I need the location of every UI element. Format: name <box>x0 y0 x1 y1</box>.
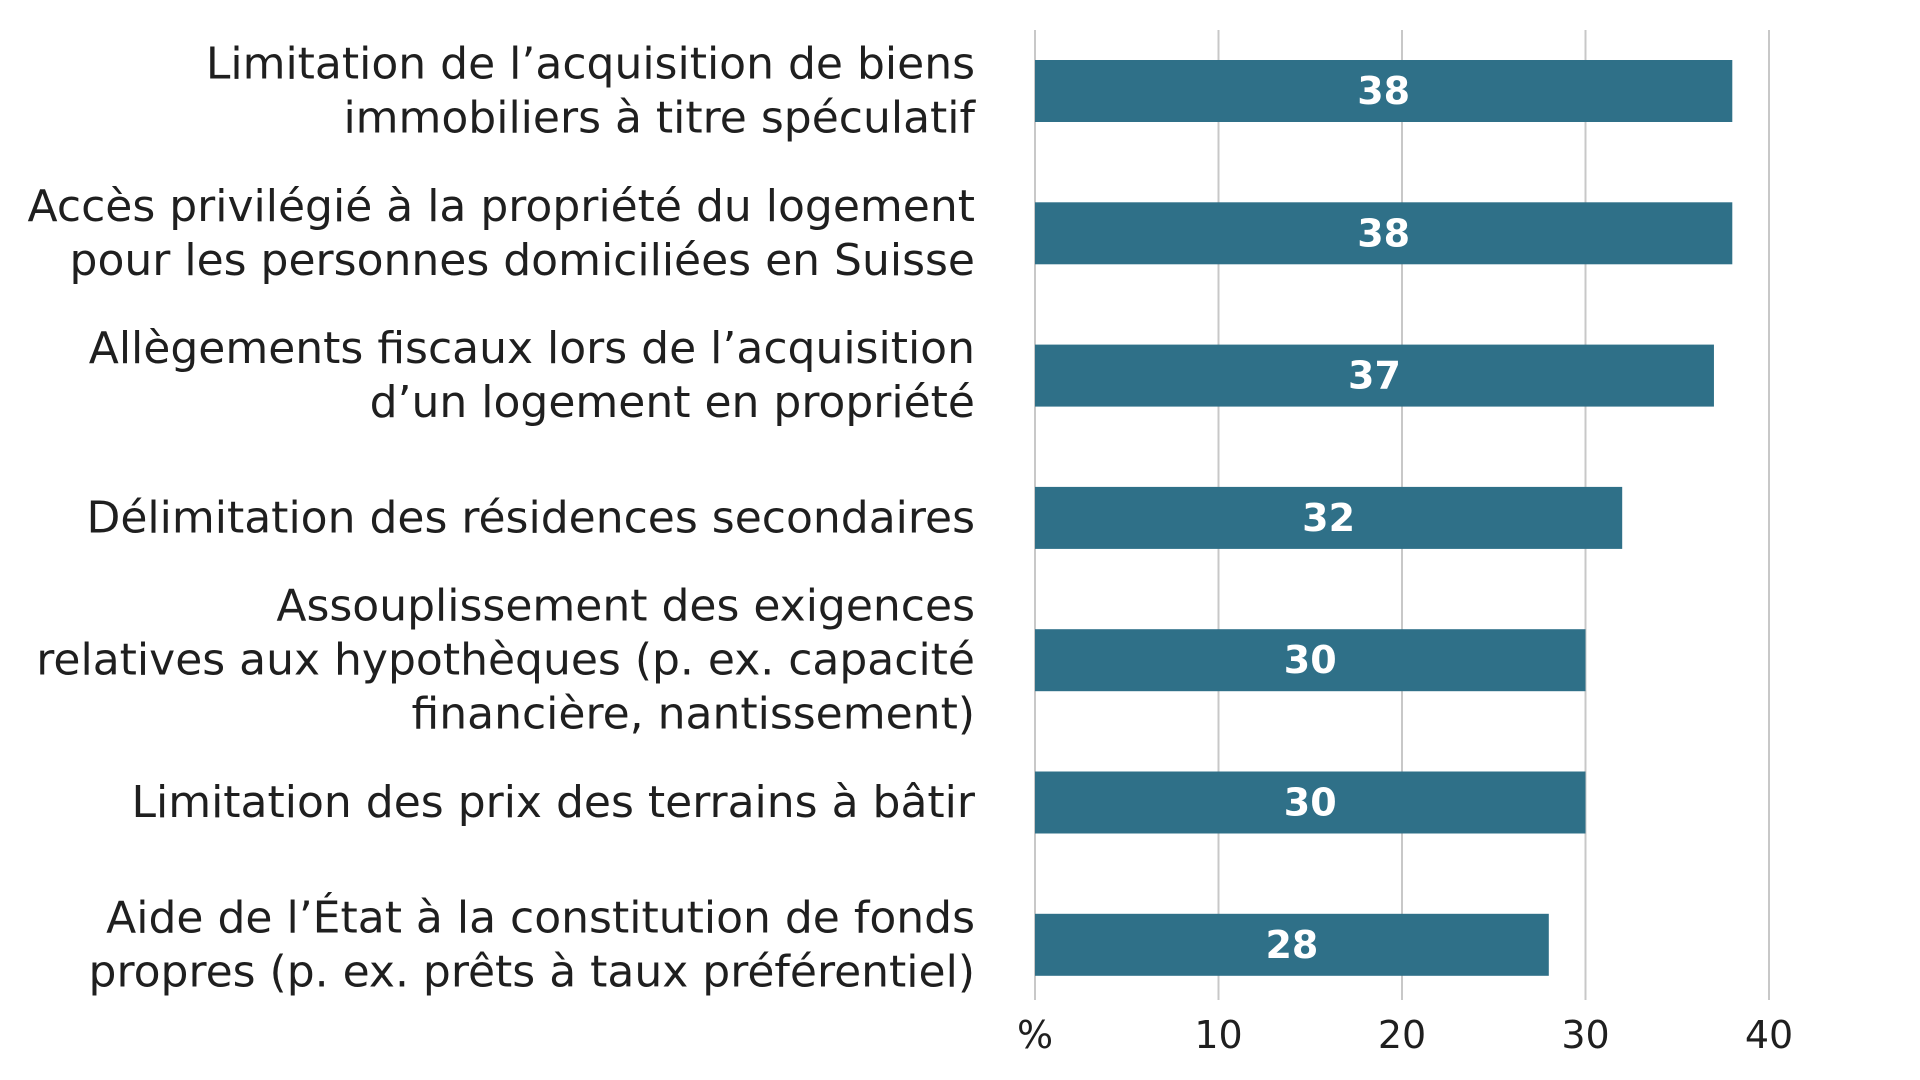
category-label-line: Allègements fiscaux lors de l’acquisitio… <box>89 323 975 374</box>
bar-value-label: 30 <box>1284 638 1337 682</box>
category-label: Limitation des prix des terrains à bâtir <box>131 777 975 828</box>
category-label-line: financière, nantissement) <box>412 689 975 740</box>
bar-value-label: 38 <box>1357 211 1410 255</box>
category-labels: Limitation de l’acquisition de biens immo… <box>28 39 977 998</box>
bar <box>1035 202 1733 265</box>
category-label-line: relatives aux hypothèques (p. ex. capaci… <box>36 635 975 686</box>
bar-value-label: 32 <box>1302 496 1355 540</box>
category-label: Limitation de l’acquisition de biens immo… <box>206 39 977 144</box>
category-label-line: immobiliers à titre spéculatif <box>343 93 976 144</box>
category-label: Aide de l’État à la constitution de fond… <box>89 890 975 997</box>
bar <box>1035 344 1714 407</box>
x-tick-label: 40 <box>1745 1013 1793 1057</box>
x-axis-ticks: % 10 20 30 40 <box>1017 1013 1793 1057</box>
category-label-line: d’un logement en propriété <box>370 377 975 428</box>
x-tick-label: 30 <box>1561 1013 1609 1057</box>
bars: 38 38 37 32 30 30 28 <box>1035 60 1733 976</box>
category-label: Accès privilégié à la propriété du logem… <box>28 181 975 286</box>
category-label-line: propres (p. ex. prêts à taux préférentie… <box>89 946 975 997</box>
bar <box>1035 913 1549 976</box>
category-label: Assouplissement des exigences relatives a… <box>36 581 975 740</box>
bar <box>1035 629 1586 692</box>
category-label-line: Accès privilégié à la propriété du logem… <box>28 181 975 232</box>
category-label: Allègements fiscaux lors de l’acquisitio… <box>89 323 975 428</box>
category-label-line: pour les personnes domiciliées en Suisse <box>70 235 975 286</box>
bar <box>1035 486 1623 549</box>
bar-value-label: 37 <box>1348 354 1401 398</box>
category-label-line: Assouplissement des exigences <box>276 581 975 632</box>
bar <box>1035 771 1586 834</box>
x-tick-label: % <box>1017 1013 1053 1057</box>
category-label: Délimitation des résidences secondaires <box>86 492 975 543</box>
x-tick-label: 10 <box>1194 1013 1242 1057</box>
category-label-line: Aide de l’État à la constitution de fond… <box>106 890 975 943</box>
bar <box>1035 60 1733 122</box>
x-tick-label: 20 <box>1378 1013 1426 1057</box>
category-label-line: Limitation de l’acquisition de biens <box>206 39 975 90</box>
category-label-line: Délimitation des résidences secondaires <box>86 492 975 543</box>
bar-value-label: 30 <box>1284 781 1337 825</box>
bar-value-label: 28 <box>1265 923 1318 967</box>
bar-value-label: 38 <box>1357 69 1410 113</box>
category-label-line: Limitation des prix des terrains à bâtir <box>131 777 975 828</box>
